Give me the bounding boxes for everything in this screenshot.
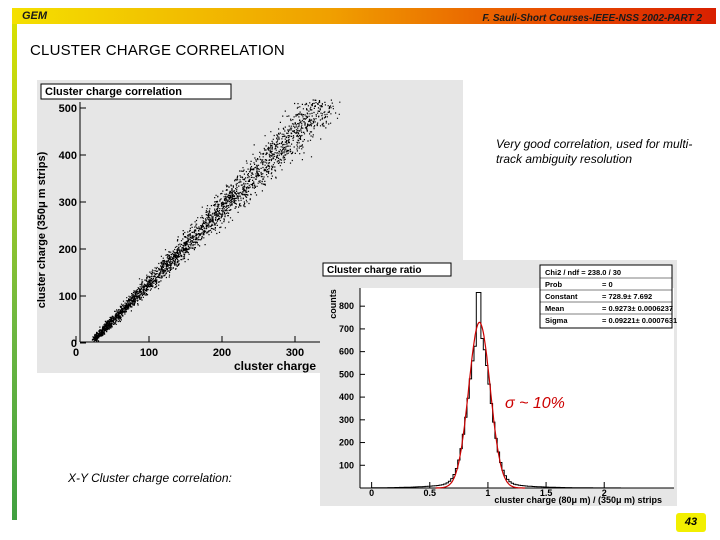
x-tick-label: 1.5 [540, 488, 553, 498]
ratio-histogram-chart: Cluster charge ratio Chi2 / ndf = 238.0 … [320, 260, 677, 506]
chart1-y-label: cluster charge (350μ m strips) [37, 151, 48, 308]
y-tick-label: 700 [339, 324, 354, 334]
x-tick-label: 100 [140, 347, 158, 359]
scatter-points [91, 99, 341, 342]
caption-text: X-Y Cluster charge correlation: [68, 471, 232, 485]
chart1-x-label: cluster charge [234, 359, 316, 373]
x-tick-label: 200 [213, 347, 231, 359]
page-number-badge: 43 [676, 513, 706, 532]
sidebar-accent-bar [12, 24, 17, 520]
stats-value: = 0.9273± 0.0006237 [602, 304, 673, 313]
x-tick-label: 300 [286, 347, 304, 359]
header-right-label: F. Sauli-Short Courses-IEEE-NSS 2002-PAR… [482, 13, 702, 24]
chart1-title-box [40, 83, 232, 100]
stats-value: = 0.09221± 0.0007631 [602, 316, 677, 325]
chart2-stats: Chi2 / ndf = 238.0 / 30 Prob = 0 Constant = … [540, 268, 677, 325]
y-tick-label: 200 [339, 438, 354, 448]
chart2-title-box [322, 262, 452, 277]
y-tick-label: 600 [339, 347, 354, 357]
x-tick-label: 0.5 [424, 488, 437, 498]
x-tick-label: 1 [485, 488, 490, 498]
header-bar [12, 8, 716, 24]
x-tick-label: 0 [73, 347, 79, 359]
y-tick-label: 100 [59, 291, 77, 303]
chart2-x-label: cluster charge (80μ m) / (350μ m) strips [494, 495, 662, 505]
y-tick-label: 0 [71, 338, 77, 350]
chart2-stats-box [539, 264, 673, 329]
stats-value: = 0 [602, 280, 613, 289]
stats-label: Chi2 / ndf = 238.0 / 30 [545, 268, 621, 277]
chart2-ticks: 0 0.5 1 1.5 2 100 200 300 400 500 600 700 800 [339, 301, 607, 498]
stats-label: Mean [545, 304, 565, 313]
stats-value: = 728.9± 7.692 [602, 292, 652, 301]
header-left-label: GEM [22, 10, 48, 22]
x-tick-label: 2 [602, 488, 607, 498]
stats-label: Prob [545, 280, 563, 289]
stats-label: Sigma [545, 316, 568, 325]
chart2-y-label: counts [328, 289, 338, 319]
y-tick-label: 400 [339, 392, 354, 402]
y-tick-label: 800 [339, 301, 354, 311]
chart1-ticks: 0 100 200 300 0 100 200 300 400 500 [59, 103, 305, 359]
y-tick-label: 300 [339, 415, 354, 425]
chart2-title: Cluster charge ratio [327, 265, 421, 276]
sigma-label: σ ~ 10% [505, 395, 565, 412]
chart1-points [91, 99, 341, 342]
y-tick-label: 400 [59, 150, 77, 162]
x-tick-label: 0 [369, 488, 374, 498]
chart1-title: Cluster charge correlation [45, 86, 182, 98]
y-tick-label: 300 [59, 197, 77, 209]
stats-label: Constant [545, 292, 578, 301]
y-tick-label: 100 [339, 460, 354, 470]
y-tick-label: 500 [59, 103, 77, 115]
slide-title: CLUSTER CHARGE CORRELATION [30, 42, 285, 59]
note-text: Very good correlation, used for multi-tr… [496, 137, 693, 166]
chart2-fit-curve [435, 321, 526, 489]
y-tick-label: 500 [339, 369, 354, 379]
y-tick-label: 200 [59, 244, 77, 256]
